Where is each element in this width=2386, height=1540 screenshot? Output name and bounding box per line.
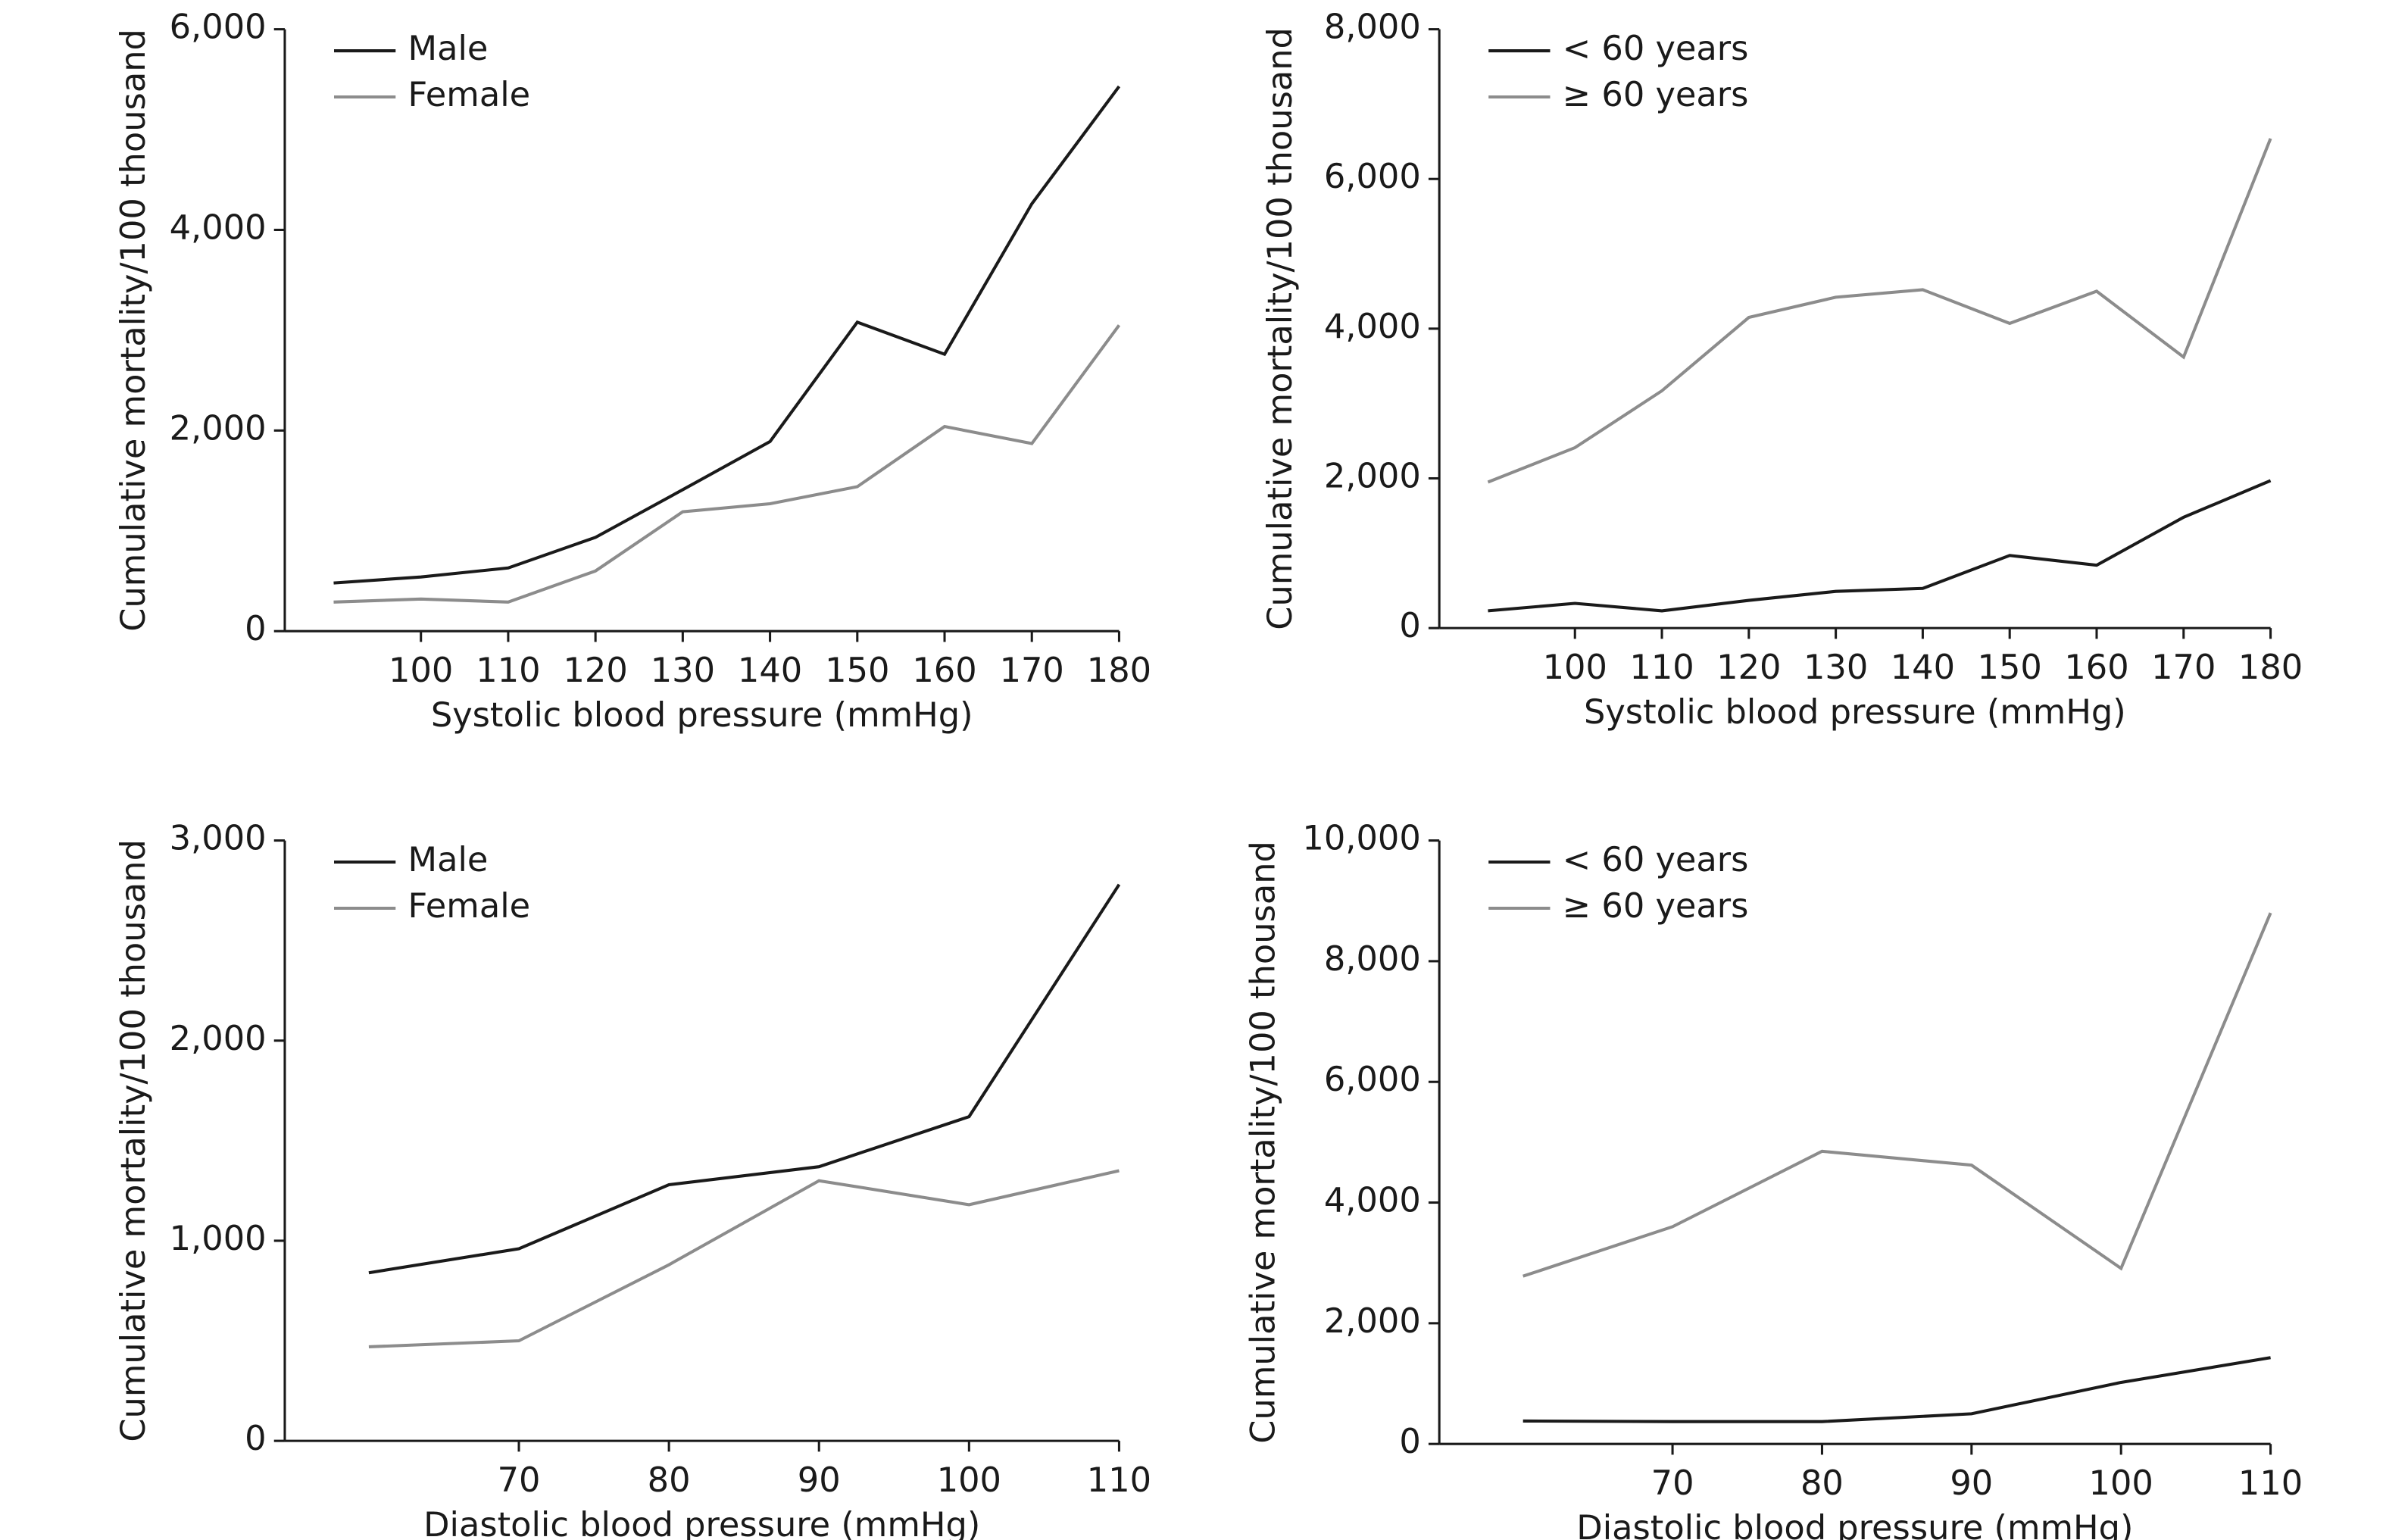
y-tick-label: 4,000	[170, 208, 267, 247]
data-line	[333, 85, 1121, 585]
x-axis-label: Systolic blood pressure (mmHg)	[431, 695, 973, 735]
x-tick-label: 80	[648, 1460, 691, 1500]
x-tick-label: 150	[825, 651, 889, 690]
x-tick-label: 110	[1087, 1460, 1151, 1500]
x-tick-label: 100	[1543, 648, 1607, 687]
y-tick-label: 1,000	[170, 1219, 267, 1258]
x-tick-label: 110	[2238, 1463, 2303, 1503]
x-tick-label: 90	[798, 1460, 841, 1500]
y-tick-label: 6,000	[1324, 1060, 1421, 1099]
legend-label: < 60 years	[1563, 840, 1749, 879]
x-tick-label: 100	[389, 651, 453, 690]
x-tick-label: 140	[1891, 648, 1955, 687]
x-tick-label: 100	[2089, 1463, 2153, 1503]
x-tick-label: 170	[1000, 651, 1064, 690]
x-tick-label: 120	[563, 651, 627, 690]
y-tick-label: 2,000	[1324, 457, 1421, 496]
y-tick-label: 4,000	[1324, 307, 1421, 346]
legend-label: ≥ 60 years	[1563, 886, 1749, 926]
data-line	[368, 883, 1121, 1275]
y-axis-label: Cumulative mortality/100 thousand	[1260, 27, 1300, 630]
y-tick-label: 4,000	[1324, 1181, 1421, 1220]
data-line	[1522, 912, 2272, 1278]
x-tick-label: 110	[476, 651, 540, 690]
y-tick-label: 8,000	[1324, 8, 1421, 47]
data-line	[368, 1169, 1120, 1348]
data-line	[333, 324, 1121, 604]
x-tick-label: 140	[738, 651, 802, 690]
x-axis-label: Diastolic blood pressure (mmHg)	[423, 1505, 980, 1540]
legend-label: ≥ 60 years	[1563, 75, 1749, 114]
y-tick-label: 2,000	[170, 408, 267, 448]
x-tick-label: 170	[2151, 648, 2216, 687]
legend-label: Male	[408, 840, 489, 879]
y-axis-label: Cumulative mortality/100 thousand	[1244, 841, 1283, 1444]
data-line	[1487, 138, 2272, 484]
x-tick-label: 70	[498, 1460, 541, 1500]
x-tick-label: 100	[937, 1460, 1001, 1500]
y-axis-label: Cumulative mortality/100 thousand	[114, 839, 153, 1442]
y-tick-label: 0	[245, 1419, 266, 1458]
x-tick-label: 180	[2238, 648, 2303, 687]
y-tick-label: 0	[245, 609, 266, 648]
y-tick-label: 6,000	[170, 8, 267, 47]
y-axis-label: Cumulative mortality/100 thousand	[114, 29, 153, 632]
y-tick-label: 0	[1399, 1422, 1420, 1461]
x-axis-label: Diastolic blood pressure (mmHg)	[1576, 1508, 2133, 1540]
x-tick-label: 120	[1716, 648, 1781, 687]
x-tick-label: 70	[1651, 1463, 1694, 1503]
y-tick-label: 10,000	[1302, 819, 1420, 858]
x-axis-label: Systolic blood pressure (mmHg)	[1584, 692, 2126, 732]
x-tick-label: 80	[1800, 1463, 1844, 1503]
data-line	[1522, 1356, 2271, 1423]
y-tick-label: 2,000	[1324, 1301, 1421, 1341]
x-tick-label: 150	[1978, 648, 2042, 687]
x-tick-label: 130	[1804, 648, 1868, 687]
x-tick-label: 160	[2064, 648, 2128, 687]
y-tick-label: 2,000	[170, 1019, 267, 1058]
x-tick-label: 130	[651, 651, 715, 690]
x-tick-label: 180	[1087, 651, 1151, 690]
x-tick-label: 160	[912, 651, 976, 690]
y-tick-label: 6,000	[1324, 157, 1421, 196]
y-tick-label: 0	[1399, 606, 1420, 645]
y-tick-label: 3,000	[170, 819, 267, 858]
y-tick-label: 8,000	[1324, 939, 1421, 979]
legend-label: Female	[408, 886, 531, 926]
x-tick-label: 110	[1629, 648, 1694, 687]
data-line	[1488, 479, 2272, 613]
legend-label: Female	[408, 75, 531, 114]
x-tick-label: 90	[1950, 1463, 1993, 1503]
legend-label: Male	[408, 29, 489, 68]
legend-label: < 60 years	[1563, 29, 1749, 68]
